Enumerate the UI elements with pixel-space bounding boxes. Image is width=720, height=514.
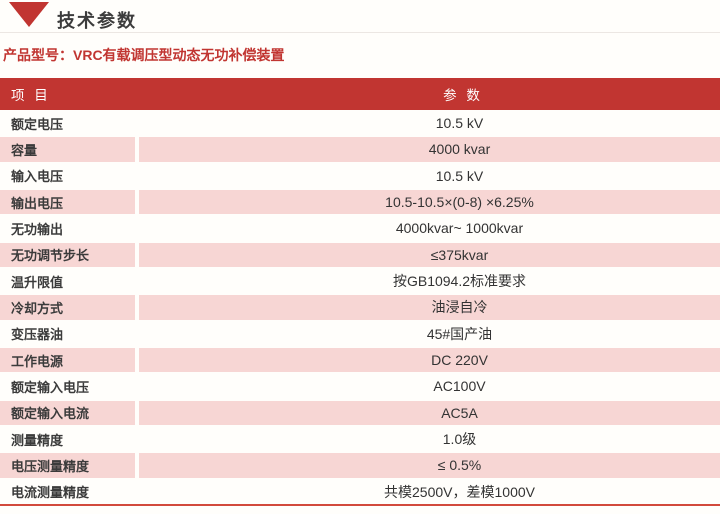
row-label: 温升限值 [11, 274, 64, 290]
table-row: 无功调节步长 ≤375kvar [0, 242, 720, 268]
row-value: ≤375kvar [139, 242, 720, 267]
table-row: 冷却方式 油浸自冷 [0, 294, 720, 320]
row-value: 10.5 kV [435, 167, 484, 184]
row-label: 工作电源 [0, 347, 135, 373]
page-title: 技术参数 [57, 11, 137, 31]
row-label: 额定输入电流 [0, 400, 135, 425]
table-row: 输入电压 10.5 kV [0, 163, 720, 189]
row-value: 4000kvar~ 1000kvar [395, 220, 524, 237]
row-label: 测量精度 [11, 432, 64, 448]
row-value: AC5A [139, 400, 720, 425]
table-row: 工作电源 DC 220V [0, 347, 720, 373]
row-value: 按GB1094.2标准要求 [392, 273, 527, 290]
table-row: 输出电压 10.5-10.5×(0-8) ×6.25% [0, 189, 720, 215]
row-label: 额定电压 [11, 116, 64, 132]
row-value: 10.5-10.5×(0-8) ×6.25% [139, 189, 720, 215]
table-row: 额定输入电压 AC100V [0, 373, 720, 399]
table-header-param: 参 数 [443, 88, 483, 103]
row-value: ≤ 0.5% [139, 453, 720, 478]
table-body: 额定电压 10.5 kV 容量 4000 kvar 输入电压 10.5 kV 输… [0, 110, 720, 505]
row-label: 无功调节步长 [0, 242, 135, 267]
row-label: 输入电压 [11, 169, 64, 185]
table-row: 测量精度 1.0级 [0, 426, 720, 452]
title-divider [0, 32, 720, 33]
row-value: DC 220V [139, 347, 720, 373]
row-label: 冷却方式 [0, 295, 135, 320]
product-model-line: 产品型号：VRC有载调压型动态无功补偿装置 [3, 47, 285, 63]
row-label: 变压器油 [11, 327, 64, 343]
row-value: 45#国产油 [426, 325, 493, 342]
table-header-row: 项 目 参 数 [0, 78, 720, 110]
table-row: 电流测量精度 共模2500V，差模1000V [0, 479, 720, 505]
row-value: 4000 kvar [139, 137, 720, 162]
row-label: 额定输入电压 [11, 379, 90, 395]
table-row: 额定输入电流 AC5A [0, 400, 720, 426]
table-row: 容量 4000 kvar [0, 136, 720, 162]
section-marker-triangle-icon [9, 2, 49, 27]
row-value: AC100V [433, 378, 486, 395]
table-row: 变压器油 45#国产油 [0, 321, 720, 347]
spec-table: 项 目 参 数 额定电压 10.5 kV 容量 4000 kvar 输入电压 1… [0, 78, 720, 505]
row-label: 输出电压 [0, 189, 135, 215]
bottom-rule [0, 504, 720, 506]
row-label: 电压测量精度 [0, 453, 135, 478]
table-header-item: 项 目 [11, 88, 51, 103]
table-row: 额定电压 10.5 kV [0, 110, 720, 136]
row-value: 1.0级 [442, 431, 477, 448]
table-row: 电压测量精度 ≤ 0.5% [0, 452, 720, 478]
row-label: 无功输出 [11, 221, 64, 237]
row-value: 油浸自冷 [139, 295, 720, 320]
row-value: 10.5 kV [435, 115, 484, 132]
table-row: 无功输出 4000kvar~ 1000kvar [0, 215, 720, 241]
row-label: 电流测量精度 [11, 485, 90, 501]
table-row: 温升限值 按GB1094.2标准要求 [0, 268, 720, 294]
row-value: 共模2500V，差模1000V [384, 483, 535, 500]
row-label: 容量 [0, 137, 135, 162]
